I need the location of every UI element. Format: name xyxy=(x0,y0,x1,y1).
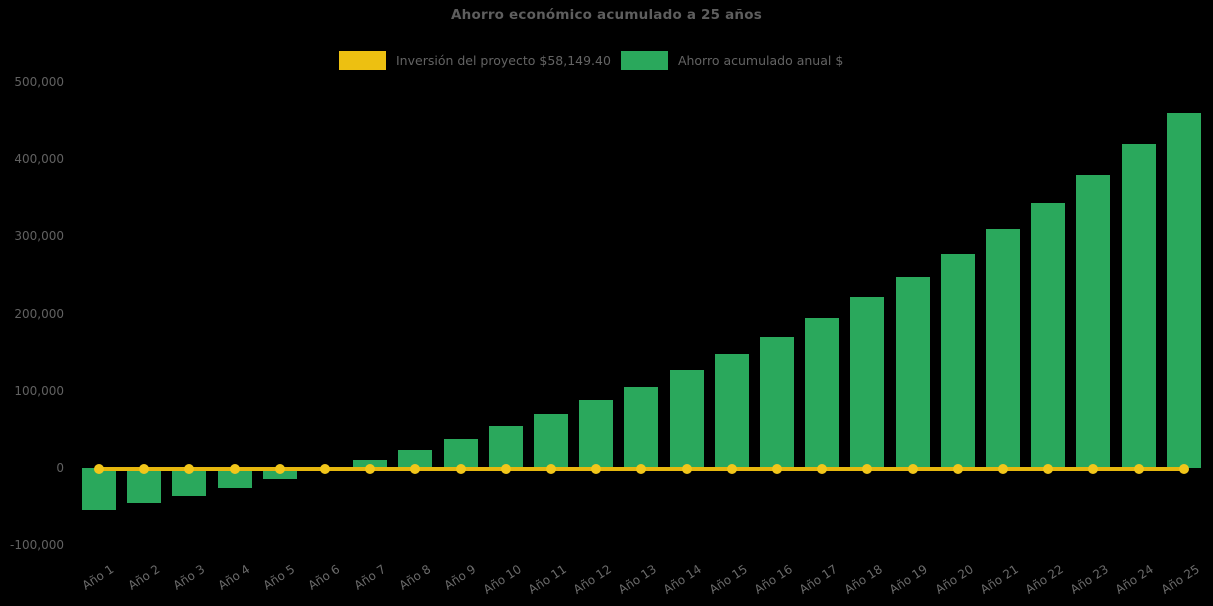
investment-line-marker xyxy=(229,464,240,474)
investment-line-marker xyxy=(817,464,828,474)
x-tick-label: Año 10 xyxy=(480,562,524,597)
x-tick-label: Año 13 xyxy=(615,562,660,597)
bar-año-11 xyxy=(534,413,568,468)
legend-item-savings[interactable]: Ahorro acumulado anual $ xyxy=(620,51,844,70)
bar-año-8 xyxy=(398,450,433,468)
bar-año-13 xyxy=(624,386,659,468)
investment-line-marker xyxy=(1133,464,1144,474)
bar-año-12 xyxy=(579,400,614,468)
y-tick-label: -100,000 xyxy=(10,538,64,553)
bar-año-22 xyxy=(1031,202,1066,468)
investment-line-marker xyxy=(274,464,285,474)
bar-año-4 xyxy=(217,468,252,489)
investment-line-marker xyxy=(636,464,647,474)
legend-swatch-investment-icon xyxy=(339,51,386,70)
x-tick-label: Año 8 xyxy=(396,562,434,593)
investment-line-marker xyxy=(546,464,556,474)
legend-label-savings: Ahorro acumulado anual $ xyxy=(677,53,844,68)
y-tick-label: 300,000 xyxy=(14,229,64,244)
investment-line-marker xyxy=(184,464,195,474)
x-tick-label: Año 6 xyxy=(305,562,343,593)
investment-line-marker xyxy=(952,464,963,474)
bar-año-23 xyxy=(1076,174,1111,468)
x-tick-label: Año 22 xyxy=(1022,562,1066,597)
bar-año-10 xyxy=(488,426,523,468)
bar-año-16 xyxy=(760,336,794,468)
bar-año-19 xyxy=(895,276,930,468)
investment-line-marker xyxy=(726,464,737,474)
x-tick-label: Año 21 xyxy=(977,562,1021,597)
x-tick-label: Año 14 xyxy=(661,562,705,597)
x-tick-label: Año 18 xyxy=(841,562,886,597)
bar-año-15 xyxy=(714,353,749,468)
investment-line-marker xyxy=(1088,464,1099,474)
investment-line-marker xyxy=(862,464,873,474)
bar-año-24 xyxy=(1121,143,1156,468)
bar-año-14 xyxy=(669,369,704,468)
investment-line-marker xyxy=(139,464,150,474)
investment-line-marker xyxy=(1043,464,1054,474)
bar-año-17 xyxy=(805,317,840,468)
investment-line-marker xyxy=(1178,464,1189,474)
x-tick-label: Año 24 xyxy=(1113,562,1157,597)
investment-line-marker xyxy=(907,464,918,474)
bar-año-21 xyxy=(986,228,1020,468)
bar-año-7 xyxy=(353,459,388,468)
investment-line-marker xyxy=(410,464,421,474)
y-tick-label: 400,000 xyxy=(14,152,64,167)
chart-title: Ahorro económico acumulado a 25 años xyxy=(451,7,762,23)
x-tick-label: Año 2 xyxy=(125,562,162,593)
legend-swatch-savings-icon xyxy=(620,51,668,70)
legend: Inversión del proyecto $58,149.40 Ahorro… xyxy=(339,51,843,70)
bar-año-25 xyxy=(1166,113,1201,468)
investment-line-marker xyxy=(681,464,692,474)
x-tick-label: Año 9 xyxy=(441,562,479,593)
investment-line-marker xyxy=(455,464,466,474)
investment-line-marker xyxy=(591,464,602,474)
x-tick-label: Año 7 xyxy=(351,562,388,593)
x-tick-label: Año 25 xyxy=(1158,562,1202,597)
x-tick-label: Año 5 xyxy=(260,562,298,593)
x-tick-label: Año 12 xyxy=(570,562,614,597)
y-tick-label: 500,000 xyxy=(14,75,64,90)
legend-label-investment: Inversión del proyecto $58,149.40 xyxy=(396,53,611,68)
x-tick-label: Año 4 xyxy=(215,562,253,593)
x-tick-label: Año 20 xyxy=(932,562,976,597)
bar-año-20 xyxy=(940,254,975,468)
x-tick-label: Año 3 xyxy=(170,562,208,593)
x-tick-label: Año 19 xyxy=(887,562,931,597)
investment-line-marker xyxy=(320,464,330,474)
bar-año-1 xyxy=(82,468,116,510)
x-tick-label: Año 15 xyxy=(706,562,750,597)
bar-año-18 xyxy=(850,297,885,468)
x-tick-label: Año 16 xyxy=(751,562,795,597)
investment-line-marker xyxy=(365,464,376,474)
investment-line-marker xyxy=(772,464,782,474)
investment-line-marker xyxy=(94,464,104,474)
y-tick-label: 200,000 xyxy=(14,306,64,321)
y-tick-label: 0 xyxy=(56,461,64,475)
legend-item-investment[interactable]: Inversión del proyecto $58,149.40 xyxy=(339,51,611,70)
x-tick-label: Año 23 xyxy=(1067,562,1112,597)
investment-line-marker xyxy=(500,464,511,474)
x-tick-label: Año 11 xyxy=(525,562,569,597)
bar-año-9 xyxy=(443,438,478,468)
y-tick-label: 100,000 xyxy=(14,383,64,398)
x-tick-label: Año 17 xyxy=(796,562,840,597)
investment-line-marker xyxy=(998,464,1008,474)
x-tick-label: Año 1 xyxy=(79,562,117,593)
